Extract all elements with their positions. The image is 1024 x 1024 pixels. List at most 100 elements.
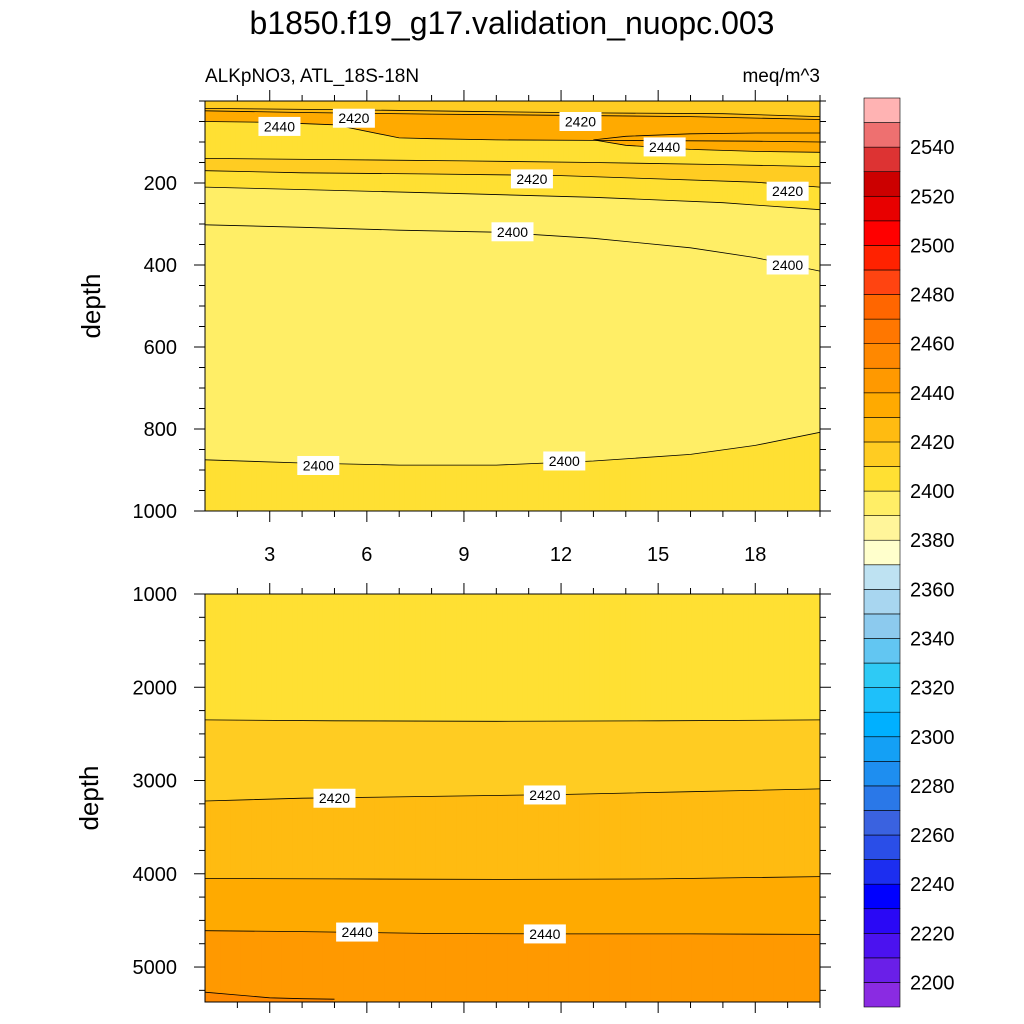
- colorbar-swatch: [863, 785, 901, 811]
- contour-line-upper-2410-b: [205, 186, 820, 211]
- upper-panel: 2440 2420 2420 2440 2420 2420 2400 2400 2400 2400…: [133, 90, 831, 566]
- colorbar-swatch: [863, 220, 901, 246]
- y-tick-label: 800: [144, 419, 177, 441]
- lower-contour-label: 2420: [523, 785, 566, 805]
- colorbar-swatch: [863, 736, 901, 762]
- contour-line-upper-2440-b: [593, 132, 820, 141]
- y-tick-label: 200: [144, 173, 177, 195]
- svg-text:2420: 2420: [319, 790, 350, 806]
- lower-panel-frame: [204, 593, 821, 1003]
- colorbar-label: 2320: [910, 678, 955, 700]
- contour-line-lower-2440: [205, 930, 820, 935]
- colorbar-swatch: [863, 957, 901, 983]
- contour-line-upper-2430-a: [205, 110, 820, 120]
- contour-line-upper-2440-a: [205, 121, 820, 143]
- svg-text:2440: 2440: [342, 924, 373, 940]
- upper-contour-label: 2400: [491, 222, 534, 242]
- upper-contour-label: 2400: [543, 451, 586, 471]
- colorbar-swatch: [863, 589, 901, 615]
- colorbar-label: 2500: [910, 235, 955, 257]
- colorbar: 2200 2220 2240 2260 2280 2300 2320 2340 2360 2380…: [863, 97, 955, 1008]
- contour-line-upper-2420-b: [205, 170, 820, 188]
- contour-line-upper-2440-c: [593, 139, 820, 153]
- colorbar-swatch: [863, 122, 901, 148]
- colorbar-swatch: [863, 417, 901, 443]
- colorbar-swatch: [863, 392, 901, 418]
- colorbar-label: 2220: [910, 923, 955, 945]
- colorbar-swatch: [863, 932, 901, 959]
- contour-line-lower-2450: [205, 991, 335, 1000]
- contour-line-upper-2410-a: [205, 158, 820, 167]
- svg-text:2400: 2400: [303, 457, 334, 473]
- colorbar-swatch: [863, 97, 901, 123]
- colorbar-swatch: [863, 687, 901, 713]
- colorbar-label: 2300: [910, 727, 955, 749]
- colorbar-swatch: [863, 269, 901, 295]
- upper-right-label: meq/m^3: [742, 66, 820, 87]
- colorbar-label: 2440: [910, 383, 955, 405]
- colorbar-swatch: [863, 638, 901, 664]
- colorbar-swatch: [863, 662, 901, 688]
- colorbar-label: 2380: [910, 530, 955, 552]
- colorbar-label: 2460: [910, 334, 955, 356]
- colorbar-swatch: [863, 294, 901, 320]
- colorbar-label: 2520: [910, 186, 955, 208]
- svg-text:2420: 2420: [338, 110, 369, 126]
- svg-text:2420: 2420: [565, 114, 596, 130]
- x-tick-label: 18: [744, 544, 766, 566]
- colorbar-swatch: [863, 515, 901, 541]
- contour-line-lower-2430: [205, 876, 820, 880]
- colorbar-label: 2420: [910, 432, 955, 454]
- colorbar-swatch: [863, 711, 901, 738]
- x-tick-label: 15: [647, 544, 669, 566]
- colorbar-label: 2200: [910, 972, 955, 994]
- y-tick-label: 5000: [133, 957, 178, 979]
- colorbar-swatch: [863, 539, 901, 566]
- y-tick-label: 1000: [133, 584, 178, 606]
- y-tick-label: 3000: [133, 771, 178, 793]
- svg-text:2440: 2440: [529, 926, 560, 942]
- lower-contour-label: 2420: [313, 788, 356, 808]
- upper-contour-label: 2420: [559, 112, 602, 131]
- lower-contour-label: 2440: [336, 922, 379, 942]
- upper-contour-label: 2400: [297, 455, 340, 475]
- colorbar-label: 2260: [910, 825, 955, 847]
- contour-line-lower-2420: [205, 788, 820, 802]
- colorbar-swatch: [863, 343, 901, 369]
- colorbar-swatch: [863, 564, 901, 590]
- colorbar-swatch: [863, 761, 901, 787]
- colorbar-label: 2540: [910, 137, 955, 159]
- colorbar-swatch: [863, 367, 901, 394]
- colorbar-swatch: [863, 834, 901, 860]
- svg-text:2420: 2420: [529, 787, 560, 803]
- colorbar-swatch: [863, 245, 901, 271]
- colorbar-swatch: [863, 466, 901, 492]
- x-tick-label: 9: [458, 544, 469, 566]
- svg-text:2420: 2420: [516, 171, 547, 187]
- upper-left-label: ALKpNO3, ATL_18S-18N: [205, 66, 419, 87]
- upper-y-axis-label: depth: [76, 273, 106, 338]
- colorbar-swatch: [863, 146, 901, 173]
- colorbar-swatch: [863, 810, 901, 836]
- y-tick-label: 1000: [133, 501, 178, 523]
- colorbar-swatch: [863, 441, 901, 467]
- colorbar-label: 2340: [910, 628, 955, 650]
- colorbar-swatch: [863, 982, 901, 1008]
- colorbar-swatch: [863, 318, 901, 344]
- colorbar-swatch: [863, 171, 901, 197]
- svg-text:2440: 2440: [264, 118, 295, 134]
- y-tick-label: 400: [144, 255, 177, 277]
- x-tick-label: 6: [361, 544, 372, 566]
- y-tick-label: 2000: [133, 677, 178, 699]
- colorbar-swatch: [863, 883, 901, 910]
- colorbar-label: 2360: [910, 579, 955, 601]
- upper-contour-label: 2440: [643, 137, 686, 157]
- svg-text:2400: 2400: [772, 257, 803, 273]
- colorbar-swatch: [863, 613, 901, 639]
- svg-text:2420: 2420: [772, 183, 803, 199]
- svg-text:2400: 2400: [549, 453, 580, 469]
- contour-line-upper-2400-a: [205, 224, 820, 272]
- upper-contour-label: 2420: [766, 181, 809, 201]
- lower-panel: 2420 2420 2440 2440 1000 2000 3000 4000 5000: [133, 583, 831, 1013]
